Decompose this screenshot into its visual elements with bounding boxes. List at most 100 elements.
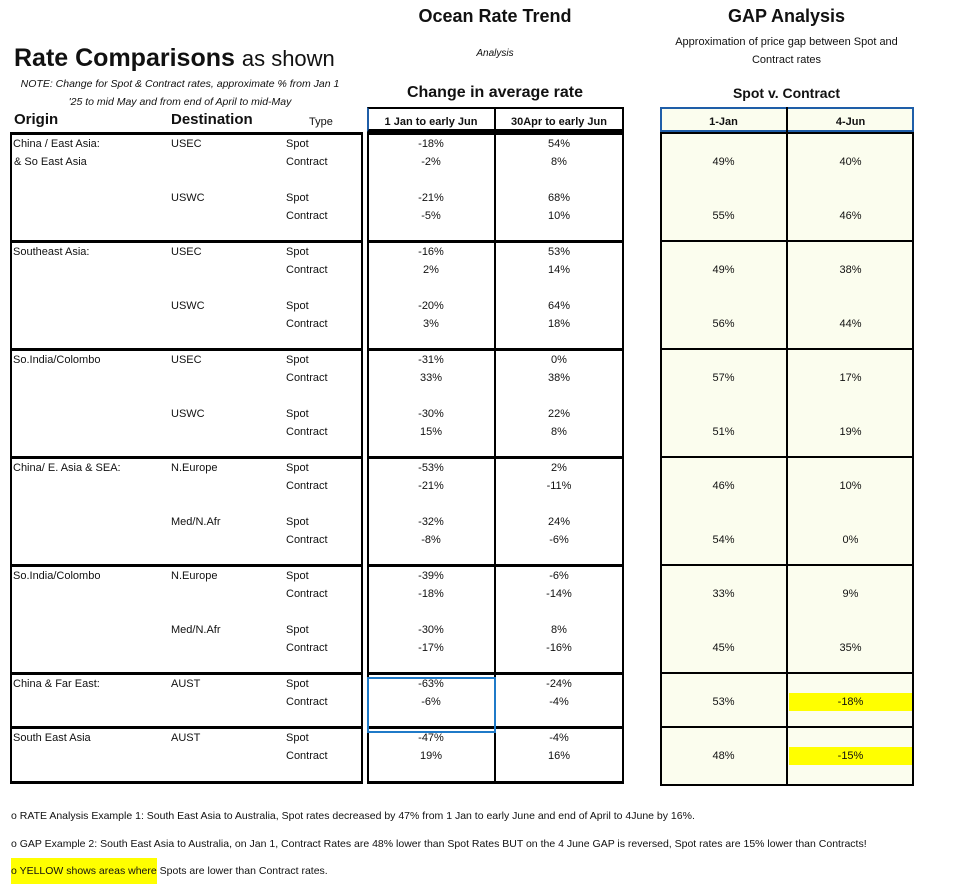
gap-1-jan: 51%	[712, 426, 735, 438]
change-table-title: Change in average rate	[406, 84, 584, 101]
table-bottom-change	[367, 781, 624, 784]
origin-label: So.India/Colombo	[13, 354, 101, 366]
destination-label: USEC	[171, 354, 202, 366]
spot-change-jan-jun: -47%	[418, 732, 444, 744]
contract-change-jan-jun: -21%	[418, 480, 444, 492]
destination-label: AUST	[171, 732, 201, 744]
spot-change-apr-jun: 68%	[547, 192, 571, 204]
note-line-2: '25 to mid May and from end of April to …	[68, 96, 292, 108]
yellow-rest-text: Spots are lower than Contract rates.	[156, 865, 328, 877]
gap-analysis-title: GAP Analysis	[727, 6, 846, 26]
ocean-rate-trend-title: Ocean Rate Trend	[418, 6, 572, 26]
gap-subtitle-1: Approximation of price gap between Spot …	[675, 36, 898, 48]
note-line-1: NOTE: Change for Spot & Contract rates, …	[20, 78, 340, 90]
contract-change-jan-jun: -17%	[418, 642, 444, 654]
destination-label: AUST	[171, 678, 201, 690]
group-box-left	[10, 672, 363, 728]
gap-4-jun: -15%	[789, 747, 912, 765]
spot-change-apr-jun: -24%	[546, 678, 572, 690]
group-divider-gap	[660, 672, 914, 674]
gap-1-jan: 46%	[712, 480, 735, 492]
divider	[786, 107, 788, 786]
spot-change-apr-jun: 24%	[547, 516, 571, 528]
type-contract: Contract	[286, 696, 328, 708]
group-divider-gap	[660, 348, 914, 350]
spot-change-jan-jun: -53%	[418, 462, 444, 474]
footnote-example-2: o GAP Example 2: South East Asia to Aust…	[11, 838, 867, 850]
type-spot: Spot	[286, 516, 309, 528]
spot-change-jan-jun: -16%	[418, 246, 444, 258]
origin-label: China & Far East:	[13, 678, 100, 690]
contract-change-apr-jun: 38%	[547, 372, 571, 384]
type-contract: Contract	[286, 750, 328, 762]
type-contract: Contract	[286, 426, 328, 438]
gap-table-title: Spot v. Contract	[732, 85, 841, 101]
gap-1-jan: 48%	[712, 750, 735, 762]
gap-1-jan: 56%	[712, 318, 735, 330]
contract-change-apr-jun: 18%	[547, 318, 571, 330]
selected-cell-outline	[367, 677, 496, 733]
title-main: Rate Comparisons	[14, 44, 235, 72]
gap-4-jun: 9%	[842, 588, 859, 600]
gap-1-jan: 49%	[712, 264, 735, 276]
spot-change-apr-jun: 54%	[547, 138, 571, 150]
gap-4-jun: 17%	[839, 372, 862, 384]
destination-label: USWC	[171, 192, 205, 204]
header-type: Type	[309, 116, 333, 128]
type-spot: Spot	[286, 570, 309, 582]
group-box-left	[10, 456, 363, 566]
contract-change-jan-jun: -6%	[421, 696, 441, 708]
gap-1-jan: 55%	[712, 210, 735, 222]
yellow-highlight-text: o YELLOW shows areas where	[11, 858, 157, 884]
table-bottom-left	[10, 781, 363, 784]
contract-change-jan-jun: 3%	[423, 318, 439, 330]
gap-1-jan: 54%	[712, 534, 735, 546]
origin-label-2: & So East Asia	[14, 156, 87, 168]
gap-4-jun: 44%	[839, 318, 862, 330]
group-box-left	[10, 564, 363, 674]
group-divider-gap	[660, 726, 914, 728]
gap-1-jan: 49%	[712, 156, 735, 168]
gap-4-jun: 40%	[839, 156, 862, 168]
gap-4-jun: 10%	[839, 480, 862, 492]
group-divider-gap	[660, 240, 914, 242]
group-box-change	[367, 348, 624, 458]
destination-label: N.Europe	[171, 462, 218, 474]
type-spot: Spot	[286, 732, 309, 744]
header-origin: Origin	[14, 111, 59, 128]
spot-change-jan-jun: -63%	[418, 678, 444, 690]
gap-4-jun: -18%	[789, 693, 912, 711]
origin-label: Southeast Asia:	[13, 246, 90, 258]
gap-4-jun: 38%	[839, 264, 862, 276]
gap-1-jan: 57%	[712, 372, 735, 384]
divider	[494, 107, 496, 784]
origin-label: South East Asia	[13, 732, 91, 744]
contract-change-jan-jun: 2%	[423, 264, 439, 276]
gap-4-jun: 46%	[839, 210, 862, 222]
spot-change-jan-jun: -32%	[418, 516, 444, 528]
trend-subtitle: Analysis	[476, 48, 514, 59]
contract-change-apr-jun: -11%	[546, 480, 572, 492]
group-box-left	[10, 240, 363, 350]
spot-change-apr-jun: 2%	[551, 462, 567, 474]
spot-change-jan-jun: -39%	[418, 570, 444, 582]
spot-change-jan-jun: -20%	[418, 300, 444, 312]
contract-change-apr-jun: -4%	[549, 696, 569, 708]
destination-label: USEC	[171, 246, 202, 258]
type-spot: Spot	[286, 192, 309, 204]
type-spot: Spot	[286, 138, 309, 150]
group-box-left	[10, 348, 363, 458]
destination-label: USWC	[171, 300, 205, 312]
spot-change-apr-jun: 53%	[547, 246, 571, 258]
origin-label: So.India/Colombo	[13, 570, 101, 582]
type-spot: Spot	[286, 300, 309, 312]
group-box-left	[10, 132, 363, 242]
gap-subtitle-2: Contract rates	[751, 54, 822, 66]
gap-4-jun: 19%	[839, 426, 862, 438]
type-spot: Spot	[286, 462, 309, 474]
contract-change-jan-jun: -8%	[421, 534, 441, 546]
group-box-change	[367, 132, 624, 242]
contract-change-apr-jun: 8%	[551, 426, 567, 438]
contract-change-apr-jun: 10%	[547, 210, 571, 222]
contract-change-jan-jun: -5%	[421, 210, 441, 222]
